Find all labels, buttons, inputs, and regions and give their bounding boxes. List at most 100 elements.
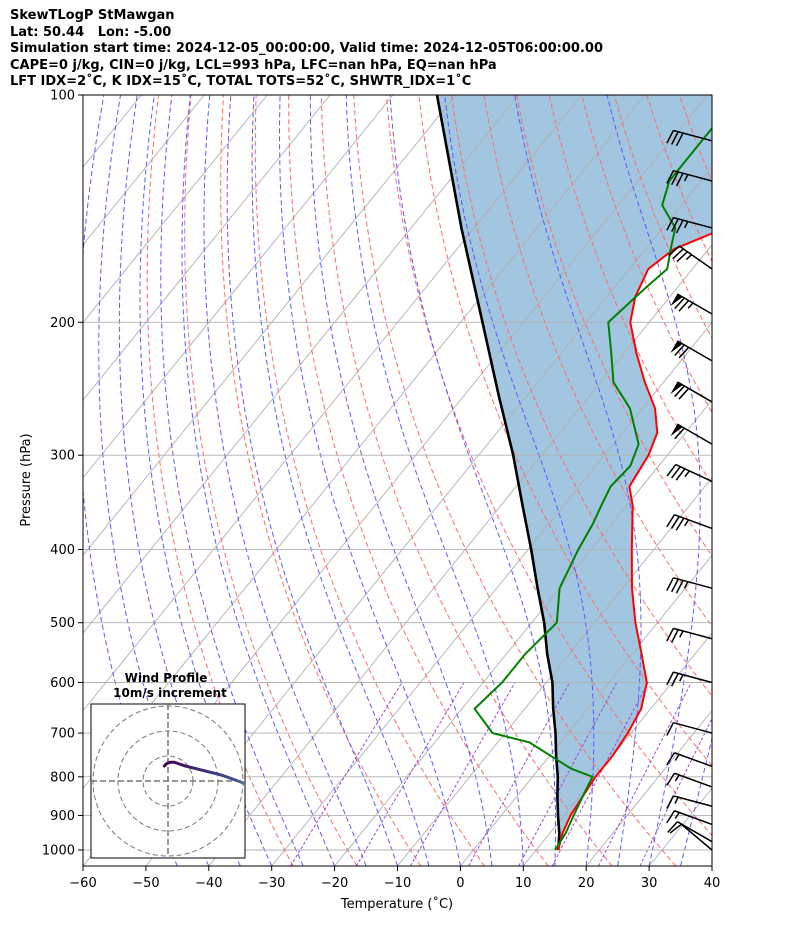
- wind-barb: [667, 821, 713, 843]
- moist-adiabat-line: [203, 95, 367, 866]
- dry-adiabat-line: [548, 95, 712, 486]
- x-tick-label: −50: [132, 876, 159, 891]
- chart-title: SkewTLogP StMawgan: [10, 8, 175, 23]
- barb-full-tick: [671, 578, 679, 593]
- barb-full-tick: [666, 130, 675, 144]
- mixing-ratio-line: [468, 682, 571, 866]
- mixing-ratio-line: [355, 682, 465, 866]
- isotherm-line: [460, 554, 712, 866]
- x-tick-label: −40: [195, 876, 222, 891]
- axis-ticks: −60 −50 −40 −30 −20 −10 0 10 20 30 40 1000 900 800 700…: [42, 89, 720, 892]
- hodograph-title: Wind Profile: [125, 671, 208, 685]
- barb-full-tick: [675, 172, 684, 187]
- y-tick-label: 600: [50, 676, 75, 691]
- barb-half-tick: [685, 254, 693, 261]
- isotherm-line: [83, 95, 583, 712]
- barb-staff: [678, 245, 713, 270]
- y-tick-label: 500: [50, 616, 75, 631]
- barb-flag: [670, 340, 683, 354]
- x-tick-label: −10: [384, 876, 411, 891]
- moist-adiabat-line: [279, 95, 461, 866]
- barb-full-tick: [674, 297, 685, 310]
- moist-adiabat-line: [606, 95, 701, 866]
- barb-half-tick: [684, 519, 690, 527]
- parcel-trace: [435, 95, 561, 851]
- barb-full-tick: [678, 387, 690, 400]
- barb-staff: [673, 129, 713, 142]
- barb-flag: [670, 293, 683, 307]
- moist-adiabat-line: [389, 95, 556, 866]
- temperature-parcel-area: [437, 95, 712, 850]
- wind-barb: [666, 721, 713, 736]
- wind-barb: [670, 340, 713, 362]
- wind-barb: [670, 423, 713, 445]
- barb-full-tick: [672, 248, 684, 260]
- isotherm-line: [83, 95, 394, 479]
- barb-full-tick: [678, 299, 690, 312]
- y-tick-label: 300: [50, 449, 75, 464]
- x-tick-label: 40: [704, 876, 721, 891]
- moist-adiabat-line: [226, 95, 398, 866]
- wind-barb: [666, 671, 713, 687]
- moist-adiabat-line: [514, 95, 642, 866]
- barb-half-tick: [684, 470, 690, 478]
- barb-full-tick: [674, 344, 685, 357]
- moist-adiabat-line: [160, 95, 304, 866]
- barb-full-tick: [675, 468, 686, 481]
- barb-full-tick: [668, 245, 680, 257]
- isotherm-line: [775, 95, 794, 866]
- isotherm-line: [83, 95, 331, 401]
- dry-adiabat-line: [711, 95, 712, 97]
- barb-flag: [670, 424, 683, 437]
- wind-barb: [666, 216, 713, 234]
- barb-full-tick: [666, 217, 675, 231]
- barb-staff: [676, 423, 713, 445]
- mixing-ratio-line: [290, 682, 403, 866]
- wind-profile-inset: Wind Profile 10m/s increment: [90, 671, 246, 859]
- barb-full-tick: [671, 131, 679, 145]
- isotherm-line: [334, 399, 712, 866]
- barb-full-tick: [671, 466, 681, 479]
- barb-full-tick: [666, 795, 675, 809]
- x-tick-label: −60: [69, 876, 96, 891]
- x-tick-label: 0: [456, 876, 464, 891]
- isotherm-line: [83, 95, 520, 634]
- barb-full-tick: [666, 628, 675, 642]
- dry-adiabat-line: [450, 95, 712, 697]
- mixing-ratio-line: [518, 682, 618, 866]
- cape-line: CAPE=0 j/kg, CIN=0 j/kg, LCL=993 hPa, LF…: [10, 57, 497, 73]
- wind-barb: [670, 381, 713, 403]
- dry-adiabat-line: [320, 95, 613, 866]
- wind-barb: [666, 627, 713, 643]
- isotherm-line: [83, 95, 457, 557]
- moist-adiabat-line: [251, 95, 430, 866]
- dry-adiabat-line: [184, 95, 358, 866]
- y-tick-label: 900: [50, 809, 75, 824]
- dry-adiabat-line: [418, 95, 712, 767]
- wind-barb: [666, 514, 713, 531]
- dry-adiabat-line: [745, 95, 794, 866]
- temperature-profile: [557, 232, 712, 851]
- dry-adiabat-line: [288, 95, 549, 866]
- sounding-profiles: [435, 95, 712, 851]
- y-tick-label: 700: [50, 727, 75, 742]
- mixing-ratio-line: [409, 682, 516, 866]
- barb-full-tick: [666, 514, 676, 528]
- barb-staff: [674, 752, 713, 768]
- time-line: Simulation start time: 2024-12-05_00:00:…: [10, 41, 603, 56]
- wind-barb: [666, 577, 713, 594]
- mixing-ratio-line: [551, 682, 649, 866]
- barb-half-tick: [683, 221, 689, 229]
- isotherm-line: [711, 865, 712, 866]
- wind-barb: [668, 245, 713, 270]
- dry-adiabat-line: [146, 95, 294, 866]
- barb-staff: [680, 823, 713, 851]
- barb-half-tick: [674, 812, 680, 819]
- barb-full-tick: [674, 427, 685, 440]
- barb-staff: [673, 577, 713, 589]
- x-axis-label: Temperature (˚C): [340, 896, 453, 912]
- barb-staff: [676, 381, 713, 403]
- barb-staff: [673, 671, 713, 684]
- y-axis-label: Pressure (hPa): [19, 433, 34, 526]
